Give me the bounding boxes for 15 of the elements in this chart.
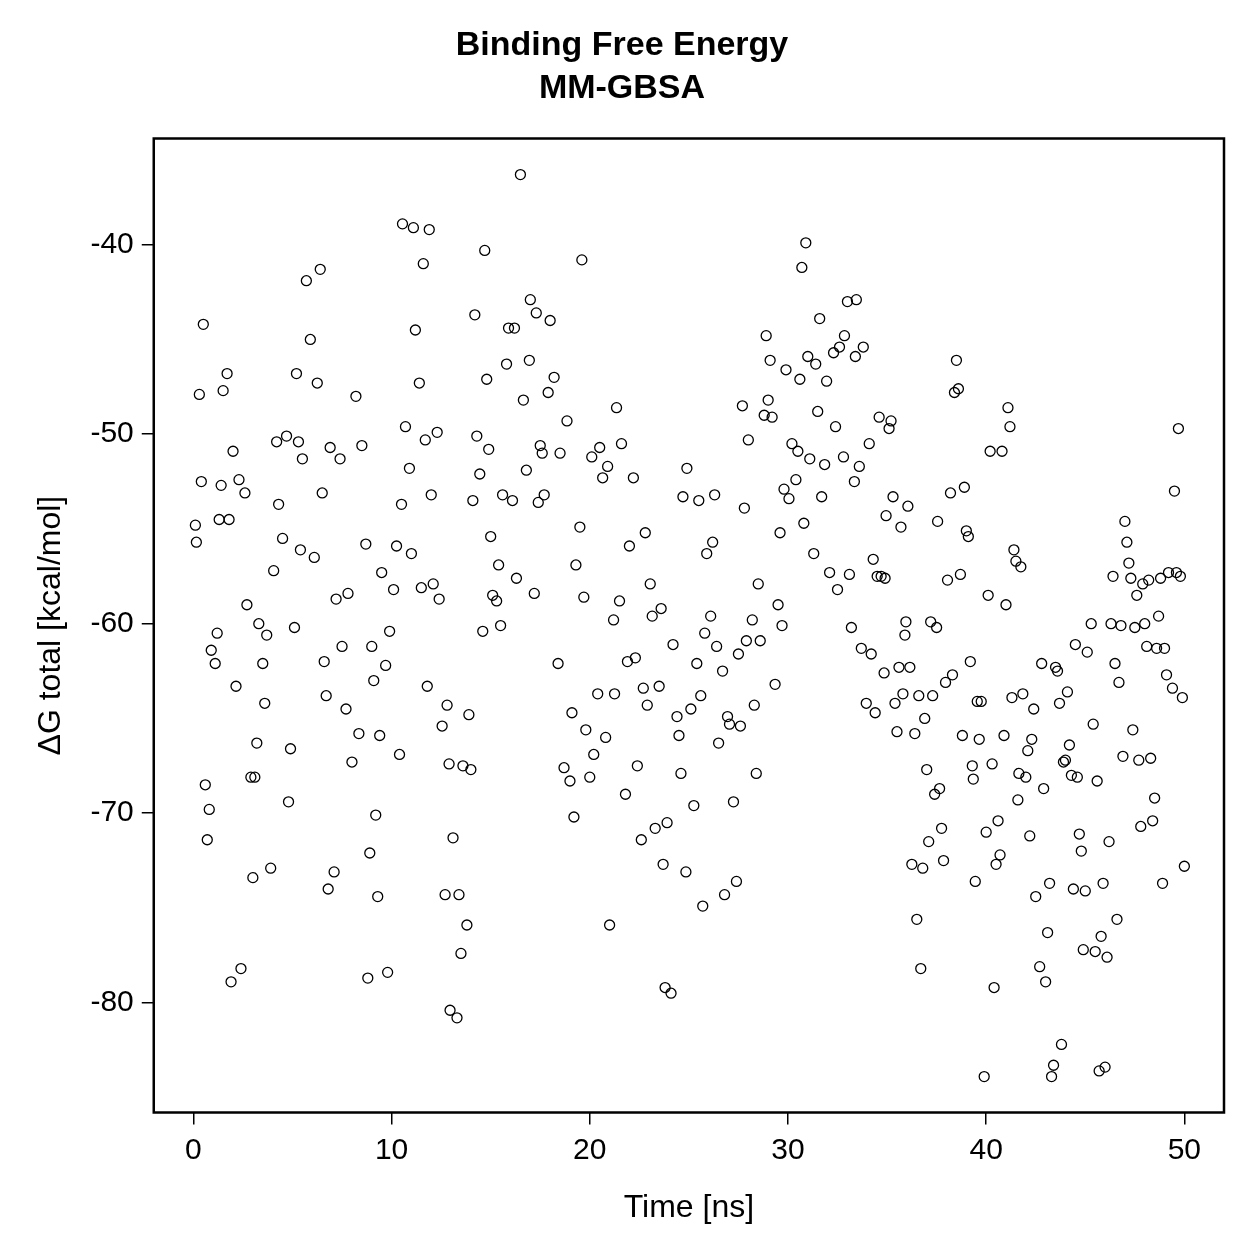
x-tick-label: 0	[185, 1131, 202, 1165]
x-tick-label: 20	[573, 1131, 607, 1165]
y-tick-label: -40	[90, 225, 134, 259]
y-axis-title: ΔG total [kcal/mol]	[31, 495, 68, 756]
y-tick-label: -80	[90, 983, 134, 1017]
x-axis-title: Time [ns]	[623, 1187, 755, 1224]
chart-subtitle: MM-GBSA	[538, 66, 706, 105]
chart-title: Binding Free Energy	[455, 23, 789, 62]
y-tick-label: -50	[90, 415, 134, 449]
x-tick-label: 40	[969, 1131, 1003, 1165]
y-tick-label: -60	[90, 604, 134, 638]
x-tick-label: 50	[1167, 1131, 1202, 1165]
y-tick-label: -70	[90, 794, 134, 828]
x-tick-label: 30	[771, 1131, 805, 1165]
x-tick-label: 10	[374, 1131, 409, 1165]
